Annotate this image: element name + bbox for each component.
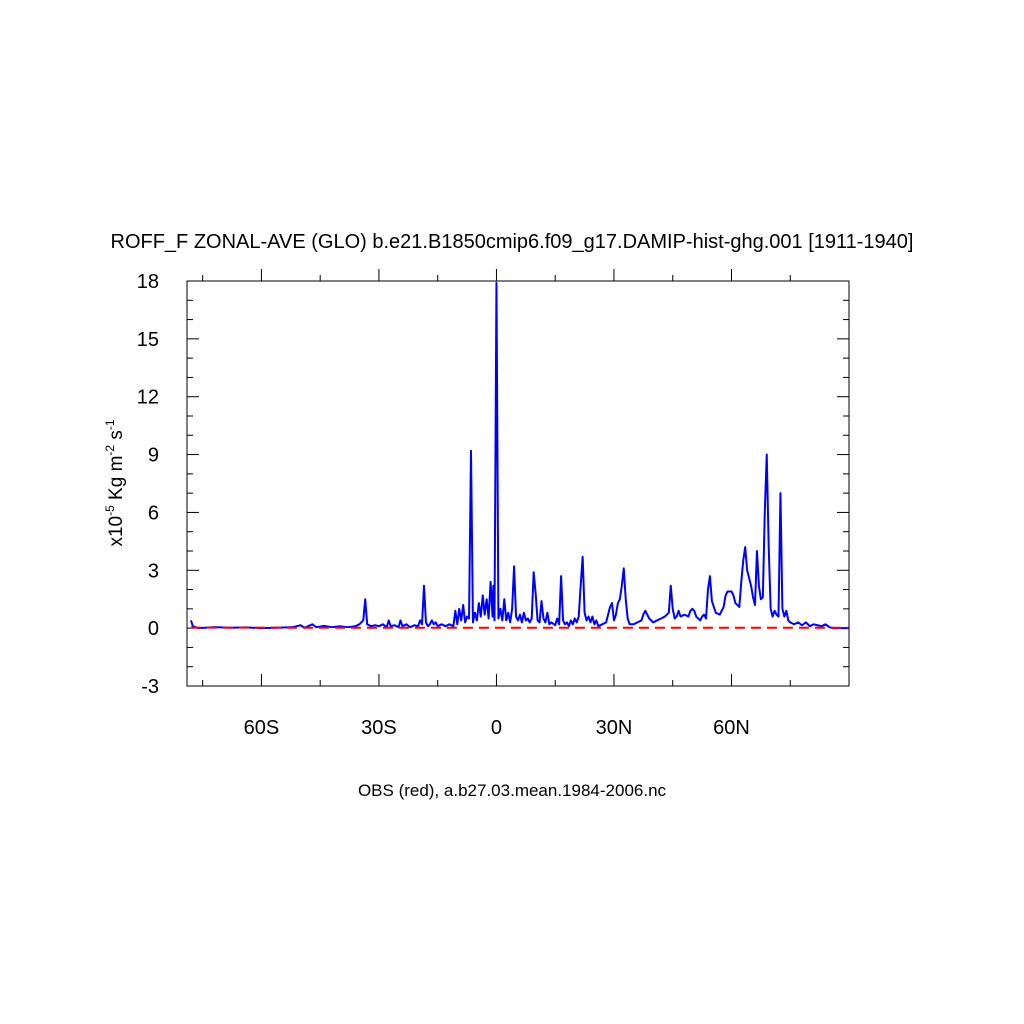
y-tick-label: 15 xyxy=(137,329,159,351)
x-tick-label: 60N xyxy=(713,717,750,739)
axis-ticks xyxy=(187,269,849,687)
y-tick-label: 0 xyxy=(148,618,159,640)
y-tick-label: 12 xyxy=(137,387,159,409)
y-tick-label: 6 xyxy=(148,502,159,524)
tick-labels: -3 0 3 6 9 12 15 18 60S 30S 0 30N 60N xyxy=(137,271,750,739)
model-series-line xyxy=(189,281,849,630)
x-tick-label: 0 xyxy=(491,717,502,739)
y-tick-label: 9 xyxy=(148,445,159,467)
series-layer xyxy=(189,281,849,630)
y-axis-label: x10-5 Kg m-2 s-1 xyxy=(103,419,127,546)
y-tick-label: -3 xyxy=(141,676,159,698)
y-tick-label: 18 xyxy=(137,271,159,293)
x-tick-label: 30N xyxy=(596,717,633,739)
x-tick-label: 30S xyxy=(361,717,397,739)
y-tick-label: 3 xyxy=(148,560,159,582)
x-tick-label: 60S xyxy=(244,717,280,739)
plot-frame xyxy=(186,280,850,687)
chart-footnote: OBS (red), a.b27.03.mean.1984-2006.nc xyxy=(358,781,667,800)
chart-title: ROFF_F ZONAL-AVE (GLO) b.e21.B1850cmip6.… xyxy=(111,231,914,253)
